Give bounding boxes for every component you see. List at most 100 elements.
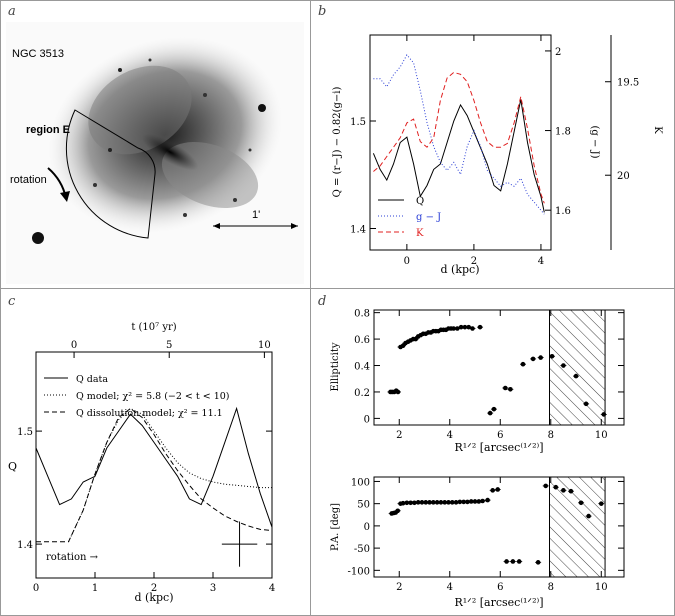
- panel-d-bottom-axes-box: [373, 476, 625, 578]
- panel-d-bottom-ytick-label: 50: [357, 500, 370, 511]
- panel-d-top-point: [462, 324, 468, 330]
- panel-d-bottom-ytick-label: 100: [351, 477, 370, 488]
- panel-b-xtick-label: 4: [538, 256, 544, 267]
- panel-c-xtick-label: 2: [151, 583, 157, 594]
- panel-letter-d: d: [318, 294, 326, 309]
- panel-c-xtick-label: 4: [269, 583, 275, 594]
- panel-b-xtick-label: 2: [471, 256, 477, 267]
- panel-d-bottom-ytick-label: 0: [364, 522, 370, 533]
- panel-letter-b: b: [318, 4, 326, 19]
- panel-d-bottom-point: [543, 483, 549, 489]
- panel-d-top-point: [458, 324, 464, 330]
- panel-d-bottom-point: [468, 499, 474, 504]
- panel-c-series-qdiss: [36, 407, 273, 543]
- panel-d-bottom-point: [431, 500, 436, 505]
- panel-b-axes-box: [369, 34, 552, 251]
- panel-d-top-ytick-label: 0.2: [354, 388, 370, 399]
- panel-d-top-point: [549, 353, 555, 359]
- panel-frame-b: [310, 0, 675, 289]
- panel-c-ylabel: Q: [8, 460, 17, 473]
- panel-d-bottom-point: [535, 560, 541, 565]
- legend-qdiss-label: Q dissolution model; χ² = 11.1: [76, 408, 223, 419]
- panel-d-bottom-point: [427, 500, 432, 505]
- panel-b-inner-tick-label: 1.8: [555, 127, 571, 138]
- panel-d-bottom-point: [419, 500, 425, 505]
- panel-d-top-point: [583, 401, 589, 407]
- galaxy-image: [6, 22, 304, 284]
- panel-d-bottom-point: [476, 499, 482, 504]
- panel-b-ytick-label: 1.4: [350, 225, 366, 236]
- panel-d-bottom-xtick-label: 10: [595, 582, 608, 593]
- panel-c-toptick-label: 5: [166, 340, 172, 351]
- panel-d-bottom-point: [449, 500, 455, 505]
- rotation-label: rotation: [10, 174, 47, 186]
- panel-d-bottom-xtick-label: 4: [447, 582, 453, 593]
- panel-letter-c: c: [8, 294, 16, 309]
- panel-d-bottom-point: [412, 500, 417, 506]
- panel-d-bottom-xtick-label: 6: [497, 582, 503, 593]
- panel-d-top-point: [395, 389, 401, 395]
- panel-d-top-hatched-region: [549, 309, 606, 426]
- scale-label: 1': [252, 209, 260, 221]
- panel-c-series-qdata: [35, 406, 273, 528]
- panel-d-top-ylabel: Ellipticity: [330, 342, 341, 391]
- panel-b-series-gj: [373, 54, 545, 215]
- scale-arrow-left: [213, 223, 220, 229]
- panel-d-top-point: [520, 361, 526, 367]
- panel-c-xtick-label: 0: [33, 583, 39, 594]
- panel-b-ylabel-right-outer: K: [652, 126, 663, 134]
- panel-d-bottom-point: [553, 484, 559, 490]
- panel-d-top-xlabel: R¹ᐟ² [arcsec⁽¹ᐟ²⁾]: [454, 441, 543, 454]
- region-e-outline: [65, 109, 156, 239]
- panel-c-top-label: t (10⁷ yr): [131, 322, 176, 333]
- panel-b-inner-tick-label: 2: [555, 47, 561, 58]
- panel-d-top-xtick-label: 8: [548, 430, 554, 441]
- panel-d-bottom-point: [446, 500, 451, 505]
- panel-c-ytick-label: 1.4: [17, 540, 33, 551]
- panel-b-series-k: [373, 71, 545, 204]
- legend-gj-label: g − J: [416, 212, 441, 223]
- panel-d-bottom-point: [504, 559, 509, 564]
- panel-d-bottom-point: [598, 501, 604, 506]
- panel-d-bottom-ylabel: P.A. [deg]: [330, 503, 341, 551]
- panel-d-bottom-point: [465, 499, 470, 505]
- panel-d-bottom-ytick-label: -100: [348, 566, 370, 577]
- panel-d-top-ytick-label: 0.8: [354, 309, 370, 320]
- panel-d-top-point: [451, 326, 456, 331]
- panel-d-top-point: [601, 412, 607, 417]
- panel-d-top-point: [487, 410, 493, 416]
- panel-d-bottom-point: [434, 500, 440, 505]
- panel-b-xlabel: d (kpc): [441, 263, 480, 276]
- panel-b-ytick-label: 1.5: [350, 117, 366, 128]
- panel-d-top-ytick-label: 0.4: [354, 362, 370, 373]
- panel-b-inner-tick-label: 1.6: [555, 206, 571, 217]
- panel-d-bottom-hatched-region: [549, 476, 606, 578]
- panel-d-top-point: [530, 356, 536, 362]
- panel-d-bottom-point: [480, 498, 485, 504]
- legend-qmodel-label: Q model; χ² = 5.8 (−2 < t < 10): [76, 391, 230, 402]
- panel-d-bottom-point: [472, 499, 478, 504]
- panel-d-top-point: [573, 373, 579, 379]
- panel-d-top-point: [561, 363, 566, 368]
- region-label: region E: [26, 124, 70, 136]
- panel-b-series-q: [372, 99, 545, 213]
- panel-d-top-point: [538, 355, 543, 360]
- panel-d-bottom-point: [516, 559, 522, 564]
- panel-d-bottom-point: [423, 500, 429, 505]
- panel-b-xtick-label: 0: [404, 256, 410, 267]
- panel-b-ylabel-left: Q = (r−J) − 0.82(g−i): [332, 87, 343, 198]
- legend-k-label: K: [416, 228, 424, 239]
- legend-q-label: Q: [416, 196, 424, 207]
- panel-d-top-point: [477, 324, 483, 330]
- panel-d-top-point: [491, 406, 497, 412]
- panel-b-outer-tick-label: 20: [617, 171, 630, 182]
- panel-d-top-axes-box: [373, 309, 625, 426]
- panel-d-bottom-point: [400, 500, 406, 506]
- panel-d-bottom-point: [457, 499, 463, 505]
- panel-d-bottom-point: [461, 499, 466, 505]
- panel-d-bottom-point: [415, 500, 421, 505]
- rotation-arrowhead: [60, 191, 70, 202]
- panel-d-bottom-point: [495, 487, 501, 492]
